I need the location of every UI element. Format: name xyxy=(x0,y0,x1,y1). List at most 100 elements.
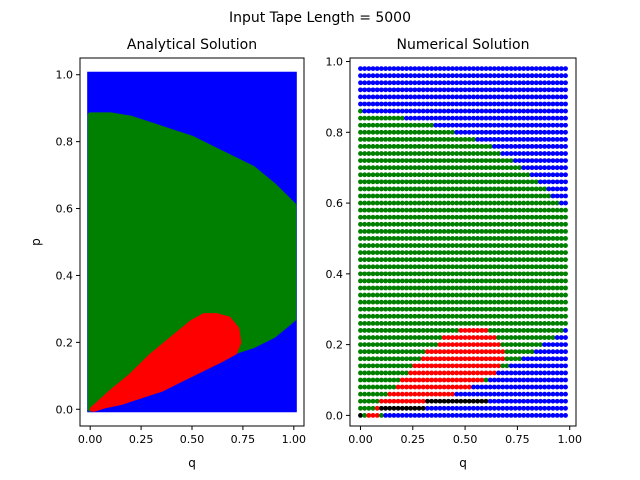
blue-point xyxy=(558,144,564,149)
green-point xyxy=(399,136,405,142)
green-point xyxy=(529,306,535,312)
blue-point xyxy=(550,101,556,107)
blue-point xyxy=(408,80,414,86)
black-point xyxy=(383,405,388,411)
green-point xyxy=(366,328,372,333)
blue-point xyxy=(529,412,535,418)
green-point xyxy=(483,264,489,270)
green-point xyxy=(366,228,372,234)
green-point xyxy=(558,207,564,213)
green-point xyxy=(538,342,543,348)
green-point xyxy=(358,384,363,390)
green-point xyxy=(546,299,552,305)
blue-point xyxy=(563,186,568,192)
green-point xyxy=(370,285,376,291)
red-point xyxy=(466,363,472,369)
green-point xyxy=(475,158,481,164)
blue-point xyxy=(483,384,489,390)
green-point xyxy=(395,328,401,333)
green-point xyxy=(429,335,435,340)
green-point xyxy=(370,250,376,256)
green-point xyxy=(404,200,409,206)
blue-point xyxy=(554,66,560,72)
blue-point xyxy=(496,73,501,79)
green-point xyxy=(529,264,535,270)
blue-point xyxy=(425,94,430,100)
green-point xyxy=(471,158,476,164)
green-point xyxy=(475,299,481,305)
green-point xyxy=(370,115,376,121)
red-point xyxy=(404,391,409,397)
blue-point xyxy=(504,370,510,376)
green-point xyxy=(395,320,401,326)
green-point xyxy=(358,122,363,128)
green-point xyxy=(450,306,455,312)
green-point xyxy=(358,214,363,220)
green-point xyxy=(374,313,380,319)
blue-point xyxy=(504,94,510,100)
green-point xyxy=(471,292,476,298)
green-point xyxy=(512,250,518,256)
green-point xyxy=(529,221,535,227)
blue-point xyxy=(508,108,514,114)
green-point xyxy=(529,200,535,206)
blue-point xyxy=(546,405,552,411)
green-point xyxy=(429,306,435,312)
blue-point xyxy=(358,66,363,72)
green-point xyxy=(479,271,485,277)
red-point xyxy=(479,349,485,355)
green-point xyxy=(362,122,368,128)
green-point xyxy=(366,391,372,397)
blue-point xyxy=(529,405,535,411)
blue-point xyxy=(554,172,560,178)
green-point xyxy=(558,243,564,248)
blue-point xyxy=(538,391,543,397)
blue-point xyxy=(399,101,405,107)
blue-point xyxy=(412,87,418,93)
green-point xyxy=(517,228,522,234)
red-point xyxy=(445,384,451,390)
green-point xyxy=(462,257,468,263)
green-point xyxy=(491,320,497,326)
green-point xyxy=(517,207,522,213)
blue-point xyxy=(487,405,493,411)
blue-point xyxy=(538,129,543,135)
blue-point xyxy=(458,122,464,128)
blue-point xyxy=(504,122,510,128)
green-point xyxy=(387,257,393,263)
red-point xyxy=(483,335,489,340)
red-point xyxy=(395,398,401,404)
green-point xyxy=(383,158,388,164)
green-point xyxy=(374,335,380,340)
green-point xyxy=(450,221,455,227)
green-point xyxy=(408,250,414,256)
blue-point xyxy=(504,144,510,149)
green-point xyxy=(525,328,531,333)
green-point xyxy=(466,186,472,192)
blue-point xyxy=(550,398,556,404)
green-point xyxy=(475,292,481,298)
green-point xyxy=(425,129,430,135)
blue-point xyxy=(525,144,531,149)
green-point xyxy=(362,200,368,206)
green-point xyxy=(479,285,485,291)
green-point xyxy=(399,129,405,135)
green-point xyxy=(433,172,439,178)
red-point xyxy=(441,377,447,383)
red-point xyxy=(491,370,497,376)
green-point xyxy=(362,165,368,171)
green-point xyxy=(533,299,539,305)
green-point xyxy=(404,172,409,178)
green-point xyxy=(525,313,531,319)
green-point xyxy=(542,243,548,248)
green-point xyxy=(445,172,451,178)
green-point xyxy=(533,207,539,213)
green-point xyxy=(358,151,363,156)
green-point xyxy=(378,335,384,340)
blue-point xyxy=(491,101,497,107)
green-point xyxy=(383,136,388,142)
green-point xyxy=(475,221,481,227)
green-point xyxy=(429,129,435,135)
green-point xyxy=(491,165,497,171)
green-point xyxy=(383,200,388,206)
